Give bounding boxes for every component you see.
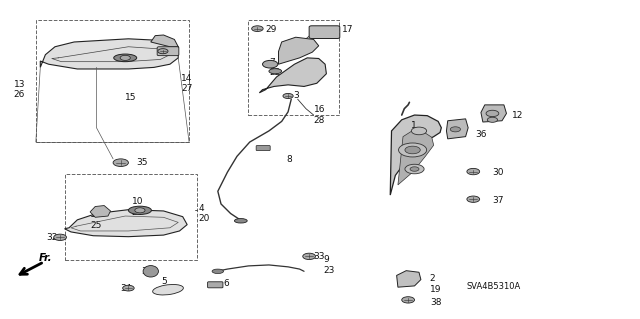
Ellipse shape <box>212 269 223 273</box>
Text: 6: 6 <box>223 279 228 288</box>
Text: 7
22: 7 22 <box>269 58 280 77</box>
Polygon shape <box>481 105 506 122</box>
FancyBboxPatch shape <box>157 47 179 56</box>
Polygon shape <box>397 271 421 287</box>
Ellipse shape <box>114 54 137 62</box>
Circle shape <box>123 285 134 291</box>
Text: 11
25: 11 25 <box>90 210 102 230</box>
Ellipse shape <box>129 206 152 214</box>
Ellipse shape <box>153 285 184 295</box>
Circle shape <box>262 60 278 68</box>
Circle shape <box>405 164 424 174</box>
FancyBboxPatch shape <box>309 26 340 39</box>
Text: 10
24: 10 24 <box>132 197 143 217</box>
FancyBboxPatch shape <box>256 145 270 151</box>
Text: 9
23: 9 23 <box>323 255 335 275</box>
Text: 36: 36 <box>475 130 486 138</box>
Text: 5
21: 5 21 <box>162 277 173 296</box>
Bar <box>248 20 339 115</box>
Circle shape <box>113 159 129 167</box>
Bar <box>36 20 189 142</box>
Text: 37: 37 <box>492 196 504 205</box>
Text: Fr.: Fr. <box>39 253 52 263</box>
Text: 29: 29 <box>265 25 276 34</box>
Text: 33: 33 <box>313 252 324 261</box>
Text: SVA4B5310A: SVA4B5310A <box>467 282 521 291</box>
Text: 35: 35 <box>137 158 148 167</box>
Circle shape <box>283 93 293 99</box>
Circle shape <box>410 167 419 171</box>
Circle shape <box>54 234 67 241</box>
Circle shape <box>405 146 420 154</box>
Circle shape <box>252 26 263 32</box>
Polygon shape <box>278 37 319 64</box>
Bar <box>65 174 197 260</box>
Circle shape <box>467 196 479 202</box>
Circle shape <box>402 297 415 303</box>
Text: 13
26: 13 26 <box>13 80 25 99</box>
Text: 32: 32 <box>47 233 58 242</box>
Text: 14
27: 14 27 <box>181 74 193 93</box>
Ellipse shape <box>269 69 282 74</box>
Text: 16
28: 16 28 <box>314 105 325 125</box>
Circle shape <box>486 110 499 117</box>
Text: 12: 12 <box>511 111 523 120</box>
FancyBboxPatch shape <box>207 282 223 288</box>
Circle shape <box>487 117 497 122</box>
Text: 15: 15 <box>125 93 137 102</box>
Text: 3: 3 <box>293 92 299 100</box>
Text: 17: 17 <box>342 25 354 34</box>
Polygon shape <box>259 58 326 93</box>
Text: 2
19: 2 19 <box>430 274 442 294</box>
Ellipse shape <box>143 266 159 277</box>
Circle shape <box>412 127 427 135</box>
Ellipse shape <box>234 219 247 223</box>
Circle shape <box>158 49 168 54</box>
Polygon shape <box>151 35 178 47</box>
Text: 34: 34 <box>121 284 132 293</box>
Text: 31: 31 <box>141 267 153 276</box>
Circle shape <box>303 253 316 260</box>
Circle shape <box>467 168 479 175</box>
Text: 8: 8 <box>287 155 292 164</box>
Text: 4
20: 4 20 <box>198 204 210 223</box>
Circle shape <box>451 127 461 132</box>
Polygon shape <box>65 210 187 237</box>
Polygon shape <box>90 205 111 217</box>
Text: 30: 30 <box>492 168 504 177</box>
Circle shape <box>399 143 427 157</box>
Polygon shape <box>390 115 442 195</box>
Polygon shape <box>398 128 434 185</box>
Text: 38: 38 <box>430 298 442 307</box>
Circle shape <box>120 55 131 60</box>
Text: 1
18: 1 18 <box>412 121 423 141</box>
Circle shape <box>135 208 145 213</box>
Polygon shape <box>447 119 468 139</box>
Polygon shape <box>40 39 178 69</box>
